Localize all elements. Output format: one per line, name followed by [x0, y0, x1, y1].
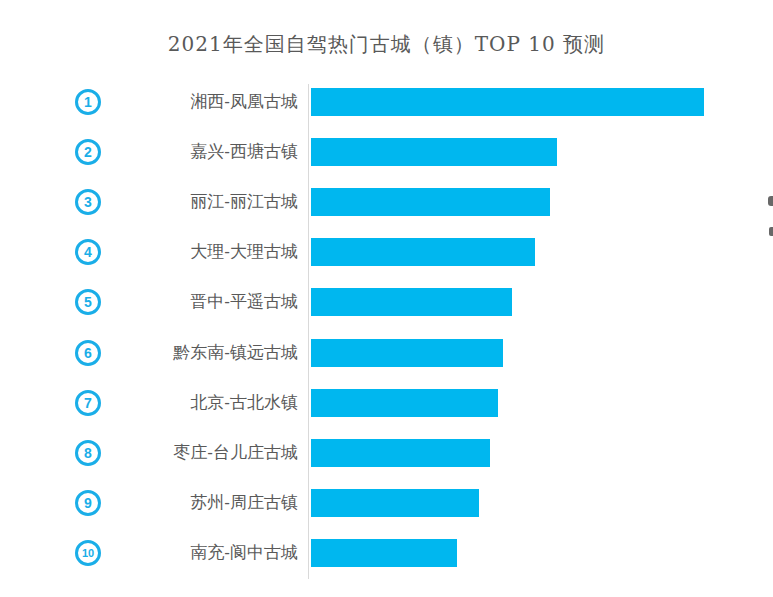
bar	[311, 389, 498, 417]
bar	[311, 238, 535, 266]
bar	[311, 88, 704, 116]
chart-title: 2021年全国自驾热门古城（镇）TOP 10 预测	[0, 31, 773, 58]
edge-clipped-glyph	[768, 196, 773, 206]
bar	[311, 539, 457, 567]
category-label: 嘉兴-西塘古镇	[40, 138, 298, 166]
category-label: 北京-古北水镇	[40, 389, 298, 417]
chart-row: 4大理-大理古城	[0, 238, 773, 266]
bar	[311, 339, 503, 367]
category-label: 南充-阆中古城	[40, 539, 298, 567]
chart-row: 2嘉兴-西塘古镇	[0, 138, 773, 166]
chart-row: 3丽江-丽江古城	[0, 188, 773, 216]
edge-clipped-glyph	[769, 227, 773, 236]
bar	[311, 489, 479, 517]
chart-row: 5晋中-平遥古城	[0, 288, 773, 316]
bar	[311, 138, 557, 166]
bar	[311, 188, 550, 216]
chart-row: 8枣庄-台儿庄古城	[0, 439, 773, 467]
chart-row: 9苏州-周庄古镇	[0, 489, 773, 517]
category-label: 黔东南-镇远古城	[40, 339, 298, 367]
category-label: 枣庄-台儿庄古城	[40, 439, 298, 467]
bar	[311, 439, 490, 467]
chart-row: 10南充-阆中古城	[0, 539, 773, 567]
category-label: 湘西-凤凰古城	[40, 88, 298, 116]
category-label: 苏州-周庄古镇	[40, 489, 298, 517]
category-label: 晋中-平遥古城	[40, 288, 298, 316]
chart-row: 1湘西-凤凰古城	[0, 88, 773, 116]
category-label: 丽江-丽江古城	[40, 188, 298, 216]
infographic-chart: 2021年全国自驾热门古城（镇）TOP 10 预测 1湘西-凤凰古城 2嘉兴-西塘…	[0, 0, 773, 597]
category-label: 大理-大理古城	[40, 238, 298, 266]
chart-row: 7北京-古北水镇	[0, 389, 773, 417]
bar	[311, 288, 512, 316]
chart-row: 6黔东南-镇远古城	[0, 339, 773, 367]
